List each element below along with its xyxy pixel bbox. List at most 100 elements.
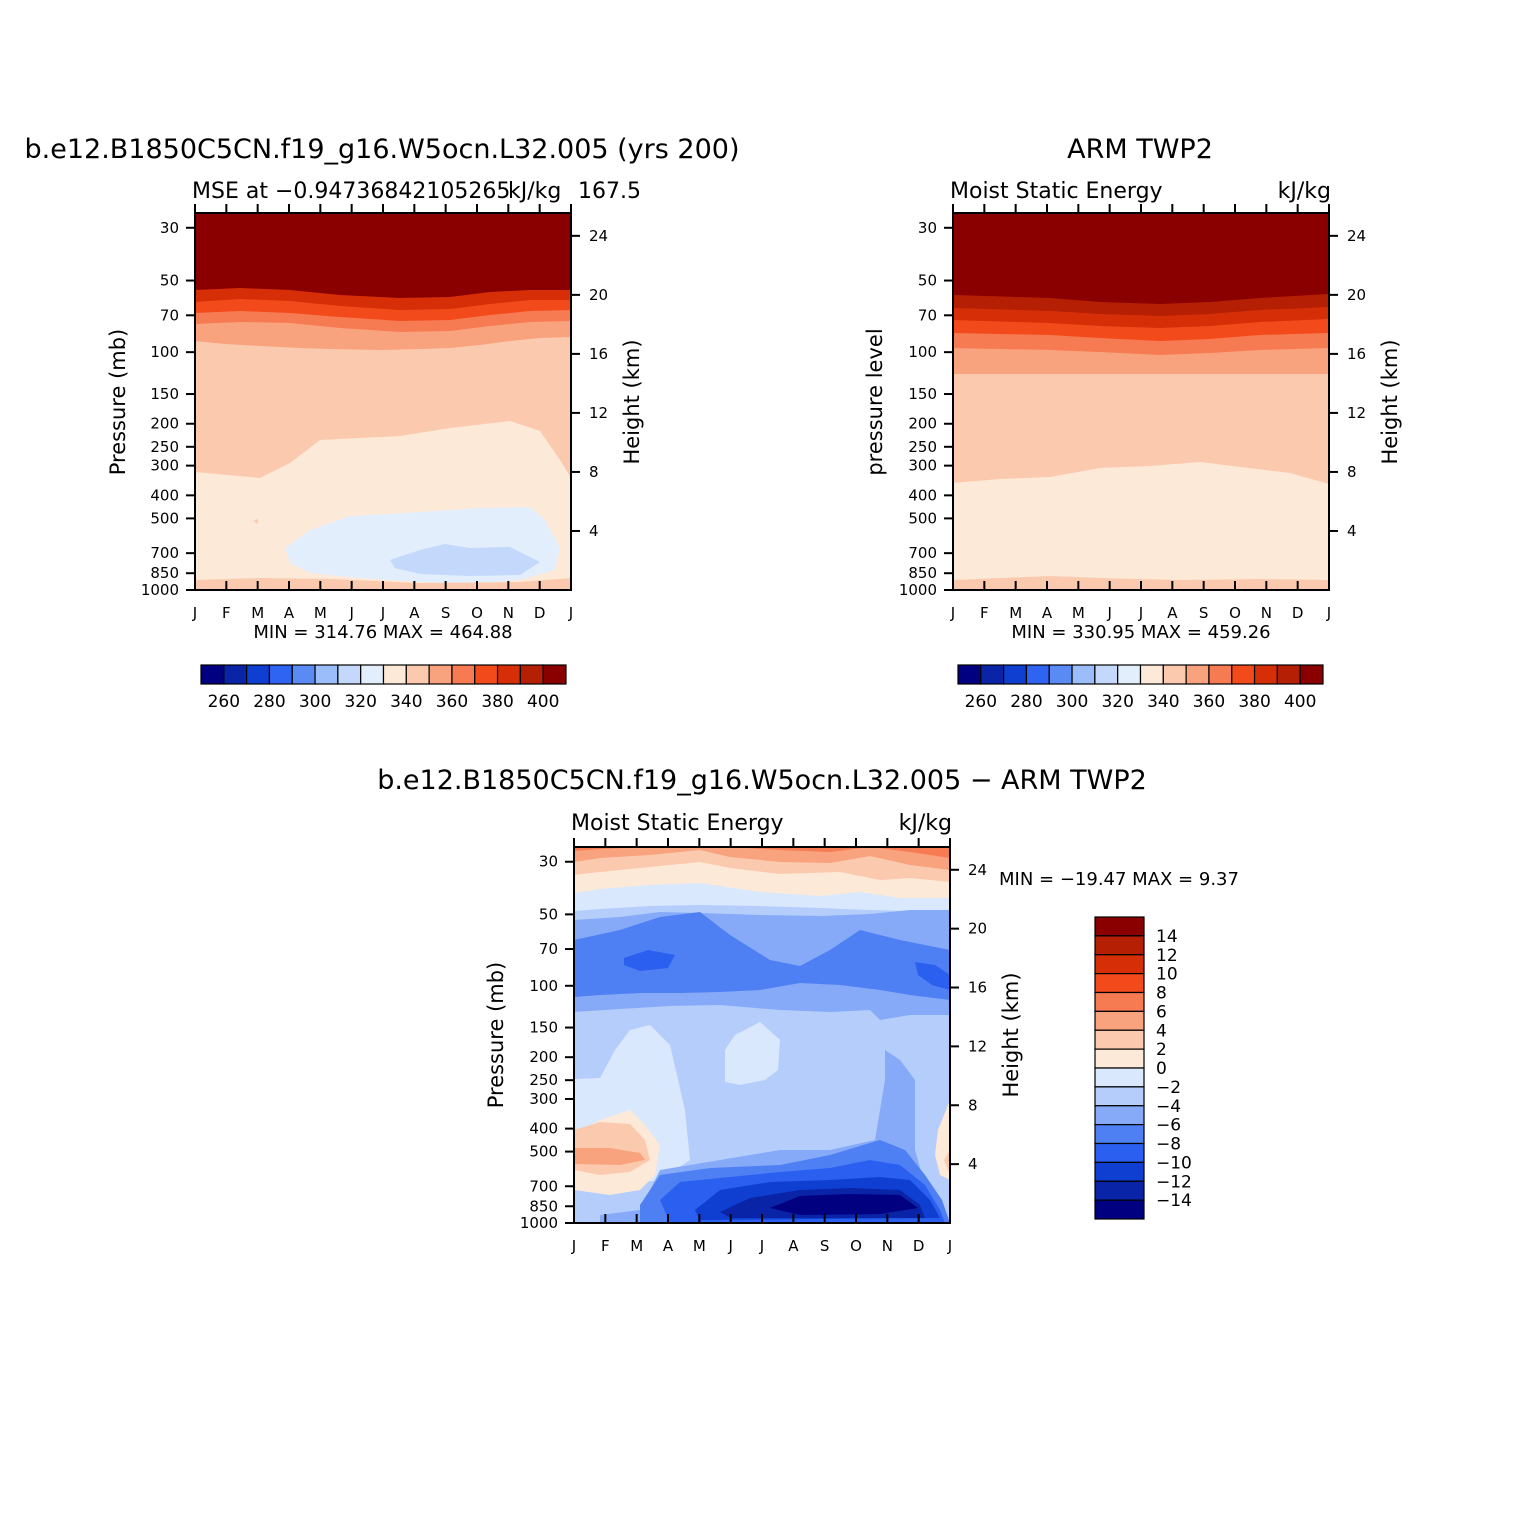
colorbar-label: 4 [1156,1021,1167,1041]
x-tick-label: F [222,604,231,622]
colorbar-swatch [1048,664,1073,685]
colorbar-label: 260 [965,692,997,712]
x-tick-label: A [663,1237,674,1255]
x-tick-label: J [727,1237,732,1255]
panel-b-band-top [953,213,1329,304]
y-tick-label: 250 [529,1071,558,1089]
x-tick-label: A [1167,604,1178,622]
y2-tick-label: 20 [1347,286,1366,304]
x-tick-label: J [192,604,197,622]
colorbar-label: −14 [1156,1191,1192,1211]
y-tick-label: 250 [150,438,179,456]
panel-c-stats: MIN = −19.47 MAX = 9.37 [999,869,1239,890]
panel-b-colorbar: 260 280 300 320 340 360 380 400 [957,664,1324,712]
colorbar-label: 2 [1156,1040,1167,1060]
y2-tick-label: 20 [589,286,608,304]
panel-c-y2label: Height (km) [999,972,1023,1097]
colorbar-label: 340 [1147,692,1179,712]
panel-c-core-upper-left [624,950,675,971]
colorbar-label: −8 [1156,1135,1181,1155]
y-tick-label: 50 [918,272,937,290]
colorbar-swatch [1094,1105,1145,1126]
x-tick-label: S [441,604,451,622]
x-tick-label: D [534,604,546,622]
colorbar-swatch [1094,1124,1145,1145]
y-tick-label: 30 [160,219,179,237]
colorbar-swatch [268,664,293,685]
colorbar-swatch [1276,664,1301,685]
y-tick-label: 200 [908,415,937,433]
colorbar-label: −10 [1156,1153,1192,1173]
y-tick-label: 200 [529,1048,558,1066]
x-tick-label: O [1229,604,1241,622]
y2-tick-label: 12 [968,1037,987,1055]
panel-a-field [195,213,571,590]
panel-b-y2label: Height (km) [1378,339,1402,464]
colorbar-label: 14 [1156,927,1178,947]
y-tick-label: 30 [918,219,937,237]
panel-c-right-label: kJ/kg [899,811,952,836]
y2-tick-label: 24 [1347,227,1366,245]
x-tick-label: A [409,604,420,622]
panel-a-small-patch [253,519,258,524]
colorbar-swatch [519,664,544,685]
panel-a-band-top [195,213,571,298]
panel-b-left-label: Moist Static Energy [950,179,1163,204]
x-tick-label: A [788,1237,799,1255]
y-tick-label: 700 [908,544,937,562]
colorbar-label: 300 [1056,692,1088,712]
panel-c-core-minimum [770,1194,918,1215]
y-tick-label: 500 [150,509,179,527]
colorbar-swatch [291,664,316,685]
y-tick-label: 150 [150,385,179,403]
colorbar-swatch [428,664,453,685]
y2-tick-label: 4 [1347,522,1357,540]
colorbar-label: −2 [1156,1078,1181,1098]
y-tick-label: 150 [529,1019,558,1037]
colorbar-swatch [1094,1086,1145,1107]
panel-a-ylabel: Pressure (mb) [106,329,130,476]
colorbar-label: 6 [1156,1002,1167,1022]
panel-a-y2label: Height (km) [620,339,644,464]
colorbar-swatch [1139,664,1164,685]
y2-tick-label: 8 [968,1096,978,1114]
x-tick-label: O [850,1237,862,1255]
y-tick-label: 1000 [899,581,937,599]
x-tick-label: J [759,1237,764,1255]
colorbar-swatch [1094,954,1145,975]
panel-c-band-m8-upper [574,912,950,1000]
colorbar-label: 280 [1010,692,1042,712]
y-tick-label: 70 [160,306,179,324]
y-tick-label: 500 [529,1143,558,1161]
panel-c-core-upper-right [915,962,950,990]
x-tick-label: J [380,604,385,622]
x-tick-label: N [1261,604,1272,622]
y-tick-label: 500 [908,509,937,527]
panel-c-left-label: Moist Static Energy [571,811,784,836]
panel-c-title: b.e12.B1850C5CN.f19_g16.W5ocn.L32.005 − … [377,765,1147,796]
y-tick-label: 700 [529,1177,558,1195]
y-tick-label: 150 [908,385,937,403]
panel-a-colorbar: 260 280 300 320 340 360 380 400 [200,664,567,712]
colorbar-label: 8 [1156,984,1167,1004]
colorbar-swatch [382,664,407,685]
x-tick-label: J [1138,604,1143,622]
x-tick-label: J [571,1237,576,1255]
panel-a-title: b.e12.B1850C5CN.f19_g16.W5ocn.L32.005 (y… [25,134,740,165]
y-tick-label: 100 [908,343,937,361]
y-tick-label: 1000 [520,1214,558,1232]
y-tick-label: 300 [908,457,937,475]
colorbar-swatch [1025,664,1050,685]
y-tick-label: 850 [150,564,179,582]
colorbar-label: 360 [1193,692,1225,712]
panel-c-band-top-4 [574,847,950,870]
colorbar-swatch [1094,916,1145,937]
x-tick-label: M [314,604,327,622]
x-tick-label: J [1106,604,1111,622]
colorbar-swatch [200,664,225,685]
panel-a-left-label: MSE at −0.94736842105265 [192,179,510,204]
colorbar-swatch [542,664,567,685]
